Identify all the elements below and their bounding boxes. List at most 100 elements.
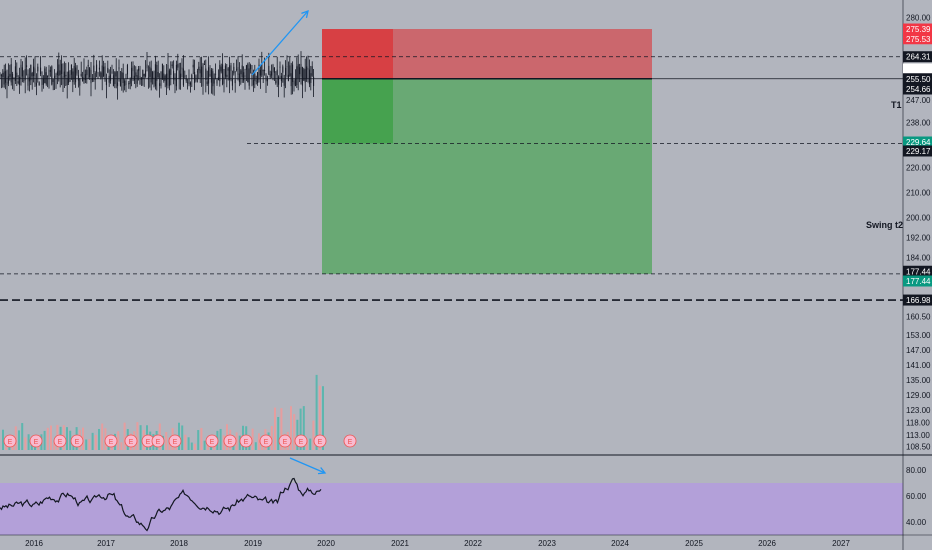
volume-bar bbox=[184, 434, 187, 450]
volume-bar bbox=[280, 408, 283, 450]
candle-body bbox=[265, 74, 267, 82]
price-tag-label: 166.98 bbox=[906, 296, 931, 305]
candle-body bbox=[251, 72, 253, 80]
candle-body bbox=[264, 69, 266, 71]
candle-body bbox=[28, 77, 30, 82]
candle-body bbox=[98, 67, 100, 70]
candle-body bbox=[129, 78, 131, 84]
earnings-marker-label: E bbox=[244, 439, 249, 446]
candle-body bbox=[100, 72, 102, 78]
earnings-marker-circle bbox=[104, 434, 118, 448]
price-tag-label: 255.50 bbox=[906, 75, 931, 84]
stop-loss-zone-near bbox=[322, 29, 393, 79]
arrow-shaft bbox=[251, 10, 309, 76]
candle-body bbox=[272, 65, 274, 72]
candle-body bbox=[68, 71, 70, 83]
price-tick-label: 184.00 bbox=[906, 254, 931, 263]
candle-body bbox=[2, 72, 4, 78]
volume-bar bbox=[219, 428, 222, 450]
earnings-marker-circle bbox=[29, 434, 43, 448]
price-tag: 264.31 bbox=[903, 51, 932, 63]
candle-body bbox=[167, 64, 169, 80]
earnings-marker: E bbox=[259, 434, 273, 448]
price-tag-label: 275.53 bbox=[906, 35, 931, 44]
candle-body bbox=[196, 71, 198, 73]
candle-body bbox=[121, 72, 123, 78]
earnings-marker: E bbox=[124, 434, 138, 448]
candle-body bbox=[237, 66, 239, 75]
volume-bar bbox=[46, 427, 49, 450]
volume-bar bbox=[277, 416, 280, 450]
candle-body bbox=[136, 75, 138, 84]
candle-body bbox=[75, 67, 77, 83]
candle-body bbox=[293, 81, 295, 85]
earnings-marker-circle bbox=[124, 434, 138, 448]
candle-body bbox=[84, 74, 86, 80]
price-tag-box bbox=[903, 73, 932, 85]
candle-body bbox=[44, 68, 46, 84]
earnings-marker-circle bbox=[313, 434, 327, 448]
risk-reward-zones[interactable] bbox=[322, 29, 652, 274]
candle-body bbox=[258, 64, 260, 81]
candle-body bbox=[244, 75, 246, 78]
candle-body bbox=[47, 75, 49, 77]
candle-body bbox=[194, 72, 196, 83]
candle-body bbox=[261, 64, 263, 76]
earnings-marker-circle bbox=[3, 434, 17, 448]
candle-body bbox=[278, 76, 280, 85]
earnings-marker: E bbox=[168, 434, 182, 448]
candle-body bbox=[93, 65, 95, 73]
candle-body bbox=[37, 66, 39, 72]
earnings-marker-circle bbox=[259, 434, 273, 448]
volume-bar bbox=[85, 439, 88, 450]
volume-bar bbox=[203, 440, 206, 450]
candle-body bbox=[145, 70, 147, 77]
time-tick-label: 2026 bbox=[758, 539, 776, 548]
time-tick-label: 2023 bbox=[538, 539, 556, 548]
earnings-marker-circle bbox=[278, 434, 292, 448]
candle-body bbox=[255, 80, 257, 82]
candle-body bbox=[307, 68, 309, 70]
earnings-marker-label: E bbox=[8, 439, 13, 446]
candle-body bbox=[133, 75, 135, 81]
candle-body bbox=[188, 78, 190, 84]
price-tag: 229.64 bbox=[903, 136, 932, 148]
candle-body bbox=[14, 66, 16, 81]
price-tag: 275.39 bbox=[903, 23, 932, 35]
earnings-marker-circle bbox=[168, 434, 182, 448]
rsi-pane bbox=[0, 454, 932, 536]
price-tag-label: 229.64 bbox=[906, 138, 931, 147]
candle-body bbox=[17, 81, 19, 84]
volume-bar bbox=[187, 437, 190, 450]
earnings-marker-circle bbox=[223, 434, 237, 448]
candle-body bbox=[150, 68, 152, 83]
candle-body bbox=[114, 72, 116, 85]
price-tag-box bbox=[903, 23, 932, 35]
candle-body bbox=[303, 69, 305, 81]
arrow-head bbox=[317, 467, 327, 475]
earnings-marker-label: E bbox=[75, 439, 80, 446]
divergence-arrows bbox=[251, 9, 327, 475]
earnings-marker-label: E bbox=[283, 439, 288, 446]
earnings-marker: E bbox=[151, 434, 165, 448]
price-tag: 254.66 bbox=[903, 83, 932, 95]
candle-body bbox=[13, 78, 15, 80]
time-tick-label: 2016 bbox=[25, 539, 43, 548]
horizontal-levels[interactable] bbox=[0, 56, 903, 301]
price-tag-box bbox=[903, 145, 932, 157]
volume-bar bbox=[270, 426, 273, 450]
candle-body bbox=[195, 75, 197, 81]
candle-body bbox=[21, 67, 23, 77]
candle-body bbox=[55, 74, 57, 77]
volume-bar bbox=[254, 442, 257, 450]
candle-body bbox=[171, 64, 173, 67]
candle-body bbox=[63, 71, 65, 78]
candle-body bbox=[159, 83, 161, 86]
candle-body bbox=[35, 82, 37, 86]
volume-bar bbox=[139, 425, 142, 450]
candle-body bbox=[48, 69, 50, 77]
price-tag-label: 254.66 bbox=[906, 85, 931, 94]
candle-body bbox=[66, 77, 68, 86]
